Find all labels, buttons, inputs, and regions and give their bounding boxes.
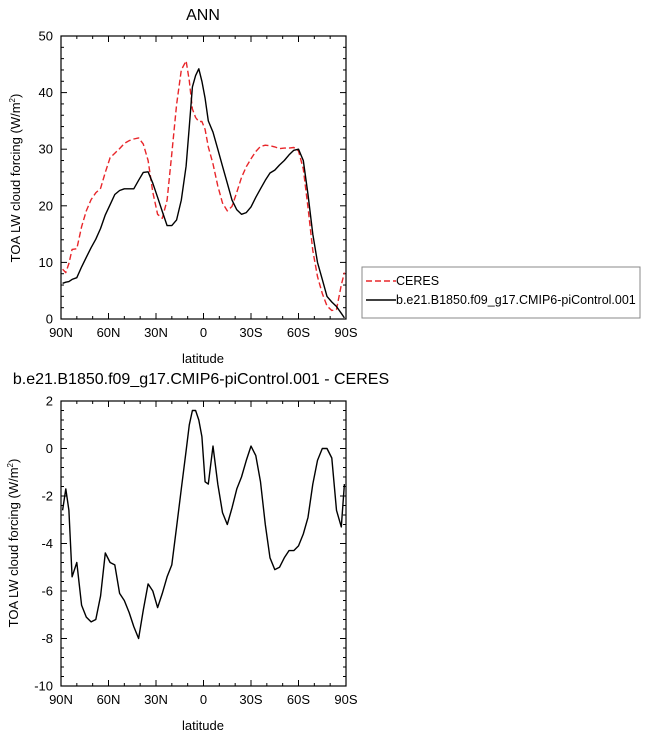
x-tick-label: 60S xyxy=(287,325,310,340)
series-line-ceres xyxy=(62,60,346,312)
y-tick-label: 50 xyxy=(39,29,53,44)
bottom-ylabel: TOA LW cloud forcing (W/m2) xyxy=(6,459,21,628)
legend-box xyxy=(361,266,641,319)
bottom-ticks: 90N 60N 30N 0 30S 60S 90S -10 -8 -6 -4 -2 0 2 xyxy=(34,394,358,708)
y-tick-label: -10 xyxy=(34,679,53,694)
legend-label-model: b.e21.B1850.f09_g17.CMIP6-piControl.001 xyxy=(396,293,636,307)
series-line-difference xyxy=(61,409,346,640)
top-ticks: 90N 60N 30N 0 30S 60S 90S 0 10 20 30 40 50 xyxy=(39,29,358,341)
y-tick-label: 0 xyxy=(46,312,53,327)
panel-top: ANN 90N 60N 30N 0 30S 60S 90S 0 10 20 30 40 50 latit… xyxy=(8,7,641,366)
top-title: ANN xyxy=(186,7,220,24)
top-ylabel-main: TOA LW cloud forcing (W/m xyxy=(8,102,23,262)
y-tick-label: -2 xyxy=(41,489,53,504)
bottom-plot-frame xyxy=(60,400,347,687)
x-tick-label: 30S xyxy=(239,692,262,707)
y-tick-label: -6 xyxy=(41,584,53,599)
series-line-model xyxy=(62,68,345,319)
y-tick-label: 40 xyxy=(39,85,53,100)
x-tick-label: 0 xyxy=(200,692,207,707)
x-tick-label: 90S xyxy=(334,692,357,707)
y-tick-label: -4 xyxy=(41,536,53,551)
legend-label-ceres: CERES xyxy=(396,274,439,288)
x-tick-label: 90S xyxy=(334,325,357,340)
legend: CERES b.e21.B1850.f09_g17.CMIP6-piContro… xyxy=(361,266,641,319)
x-tick-label: 60N xyxy=(97,692,121,707)
bottom-ylabel-main: TOA LW cloud forcing (W/m xyxy=(6,467,21,627)
x-tick-label: 30N xyxy=(144,692,168,707)
x-tick-label: 0 xyxy=(200,325,207,340)
y-tick-label: 20 xyxy=(39,198,53,213)
y-tick-label: 30 xyxy=(39,142,53,157)
x-tick-label: 90N xyxy=(49,692,73,707)
top-ylabel-close: ) xyxy=(8,94,23,98)
bottom-title: b.e21.B1850.f09_g17.CMIP6-piControl.001 … xyxy=(13,371,389,388)
x-tick-label: 60S xyxy=(287,692,310,707)
top-ylabel-sup: 2 xyxy=(8,97,17,102)
y-tick-label: 2 xyxy=(46,394,53,409)
top-ylabel: TOA LW cloud forcing (W/m2) xyxy=(8,94,23,263)
top-series-lines xyxy=(62,60,346,319)
x-tick-label: 90N xyxy=(49,325,73,340)
y-tick-label: 0 xyxy=(46,441,53,456)
x-tick-label: 30N xyxy=(144,325,168,340)
bottom-series-lines xyxy=(61,409,346,640)
bottom-xlabel: latitude xyxy=(182,718,224,733)
bottom-ylabel-sup: 2 xyxy=(6,462,15,467)
bottom-ylabel-close: ) xyxy=(6,459,21,463)
panel-bottom: b.e21.B1850.f09_g17.CMIP6-piControl.001 … xyxy=(6,371,389,733)
x-tick-label: 60N xyxy=(97,325,121,340)
y-tick-label: 10 xyxy=(39,255,53,270)
x-tick-label: 30S xyxy=(239,325,262,340)
top-xlabel: latitude xyxy=(182,351,224,366)
y-tick-label: -8 xyxy=(41,631,53,646)
